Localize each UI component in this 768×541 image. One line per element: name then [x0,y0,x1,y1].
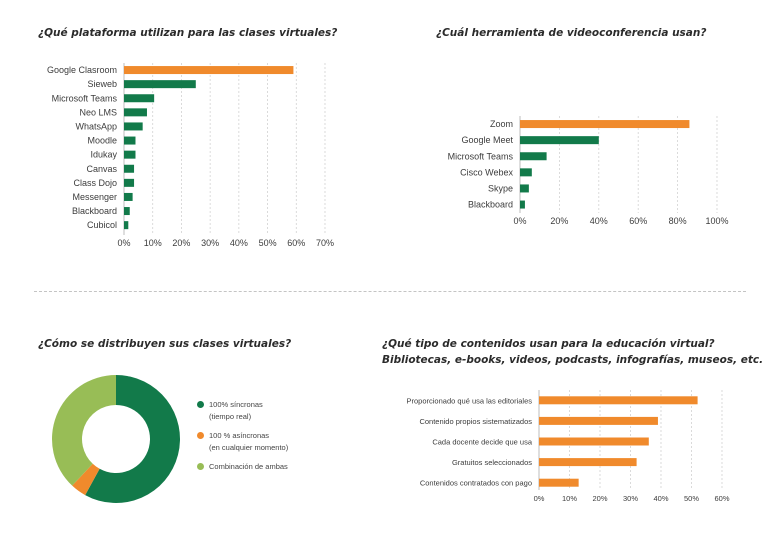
legend-label: 100% síncronas [209,400,263,409]
legend-swatch-light-green [197,463,204,470]
videoconf-tick-label: 40% [590,216,608,226]
section-divider [34,291,746,292]
contents-bar [539,458,637,467]
platform-category-label: Sieweb [87,79,117,89]
platform-tick-label: 60% [287,238,305,248]
platform-tick-label: 10% [144,238,162,248]
distribution-chart-title: ¿Cómo se distribuyen sus clases virtuale… [38,338,292,350]
contents-bar [539,478,579,487]
platform-bar [124,108,147,117]
platform-bar [124,122,143,131]
contents-category-label: Cada docente decide que usa [432,438,532,447]
contents-bar [539,396,698,405]
contents-tick-label: 60% [714,494,729,503]
distribution-slice [72,463,100,496]
contents-category-label: Gratuitos seleccionados [452,458,532,467]
videoconf-bar [520,168,532,177]
legend-label: (en cualquier momento) [209,443,289,452]
distribution-donut [52,375,180,503]
videoconf-bar [520,152,547,161]
videoconf-bar [520,184,529,193]
videoconf-category-label: Blackboard [468,200,513,210]
platform-bar [124,136,136,145]
contents-tick-label: 0% [534,494,545,503]
contents-tick-label: 50% [684,494,699,503]
contents-tick-label: 20% [592,494,607,503]
distribution-slice [52,375,116,486]
videoconf-category-label: Microsoft Teams [448,151,514,161]
platform-category-label: Canvas [86,164,117,174]
platform-chart: 0% 10% 20% 30% 40% 50% 60% 70% Google Clasroom Si… [47,63,334,248]
platform-bar [124,192,133,201]
contents-category-label: Contenido propios sistematizados [419,417,532,426]
platform-bar [124,178,135,187]
videoconf-chart-title: ¿Cuál herramienta de videoconferencia us… [436,27,707,39]
platform-bar [124,150,136,159]
platform-category-label: WhatsApp [75,121,117,131]
videoconf-category-label: Google Meet [461,135,513,145]
platform-category-label: Class Dojo [73,178,117,188]
videoconf-bar [520,120,690,129]
videoconf-bar [520,136,599,145]
videoconf-chart: 0% 20% 40% 60% 80% 100% Zoom Google Meet Microso… [448,116,729,226]
contents-chart: 0% 10% 20% 30% 40% 50% 60% Proporcionado qué us… [407,390,730,503]
videoconf-category-label: Cisco Webex [460,167,513,177]
legend-label: 100 % asíncronas [209,431,270,440]
platform-category-label: Moodle [87,136,117,146]
contents-tick-label: 30% [623,494,638,503]
platform-category-label: Microsoft Teams [52,93,118,103]
legend-item-combinacion: Combinación de ambas [197,461,288,473]
platform-tick-label: 50% [259,238,277,248]
contents-category-label: Proporcionado qué usa las editoriales [407,396,533,405]
platform-bar [124,207,130,216]
contents-tick-label: 10% [562,494,577,503]
contents-tick-label: 40% [653,494,668,503]
videoconf-tick-label: 60% [629,216,647,226]
platform-tick-label: 20% [172,238,190,248]
legend-swatch-orange [197,432,204,439]
videoconf-tick-label: 80% [669,216,687,226]
platform-category-label: Cubicol [87,220,117,230]
platform-category-label: Messenger [72,192,117,202]
platform-category-label: Neo LMS [79,107,117,117]
distribution-legend: 100% síncronas (tiempo real) 100 % asínc… [197,399,288,480]
contents-category-label: Contenidos contratados con pago [420,479,532,488]
legend-swatch-green [197,401,204,408]
platform-tick-label: 70% [316,238,334,248]
platform-category-label: Google Clasroom [47,65,117,75]
contents-bar [539,437,649,446]
platform-category-label: Blackboard [72,206,117,216]
platform-bar [124,66,294,75]
contents-chart-title: ¿Qué tipo de contenidos usan para la edu… [382,338,715,350]
legend-item-sincronas: 100% síncronas (tiempo real) [197,399,288,423]
videoconf-category-label: Zoom [490,119,513,129]
videoconf-tick-label: 100% [705,216,728,226]
videoconf-category-label: Skype [488,183,513,193]
platform-bar [124,94,155,103]
platform-tick-label: 0% [117,238,130,248]
platform-bar [124,164,135,173]
contents-chart-subtitle: Bibliotecas, e-books, videos, podcasts, … [382,354,764,366]
legend-label: Combinación de ambas [209,462,288,471]
platform-tick-label: 40% [230,238,248,248]
platform-category-label: Idukay [90,150,117,160]
contents-bar [539,416,658,425]
platform-bar [124,80,196,89]
platform-bar [124,221,129,230]
videoconf-bar [520,200,525,209]
platform-chart-title: ¿Qué plataforma utilizan para las clases… [38,27,338,39]
legend-label: (tiempo real) [209,412,252,421]
distribution-slice [85,375,180,503]
videoconf-tick-label: 20% [550,216,568,226]
platform-tick-label: 30% [201,238,219,248]
videoconf-tick-label: 0% [513,216,526,226]
legend-item-asincronas: 100 % asíncronas (en cualquier momento) [197,430,288,454]
